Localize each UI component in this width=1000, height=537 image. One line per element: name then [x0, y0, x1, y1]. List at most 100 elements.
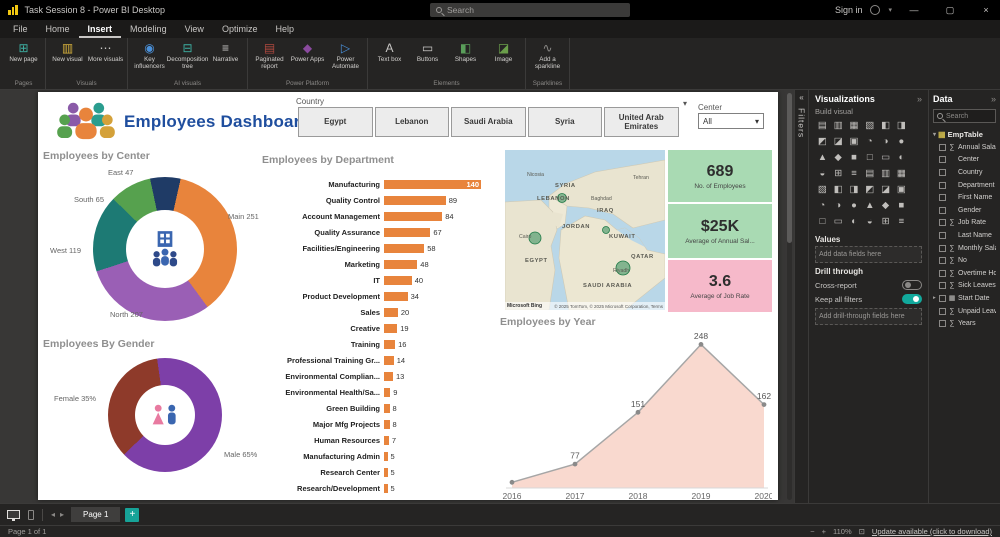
field-checkbox[interactable]: [939, 244, 946, 252]
field-checkbox[interactable]: [939, 194, 946, 202]
dept-bar-row[interactable]: Product Development 34: [262, 288, 500, 304]
dept-bar-row[interactable]: Research Center 5: [262, 464, 500, 480]
field-start-date[interactable]: ▸ ▦ Start Date: [933, 292, 996, 305]
field-department[interactable]: Department: [933, 179, 996, 192]
department-bar-chart[interactable]: Manufacturing 140 Quality Control 89 Account…: [262, 176, 500, 496]
sign-in-link[interactable]: Sign in: [834, 5, 863, 15]
maximize-button[interactable]: ▢: [945, 4, 955, 15]
get-more-visuals-icon[interactable]: ⊞: [881, 216, 890, 227]
update-link[interactable]: Update available (click to download): [871, 527, 992, 536]
field-last-name[interactable]: Last Name: [933, 229, 996, 242]
menu-optimize[interactable]: Optimize: [221, 24, 258, 34]
expand-icon[interactable]: ▸: [933, 295, 936, 302]
field-checkbox[interactable]: [939, 219, 946, 227]
field-sick-leaves[interactable]: ∑ Sick Leaves: [933, 280, 996, 293]
ribbon-button-new-page[interactable]: ⊞ New page: [9, 41, 38, 63]
bar[interactable]: [384, 211, 443, 221]
field-no[interactable]: ∑ No: [933, 254, 996, 267]
minimize-button[interactable]: —: [909, 5, 919, 15]
line-and-clustered-column-chart-icon[interactable]: ◑: [882, 136, 889, 147]
bar[interactable]: [384, 227, 431, 237]
bar[interactable]: [384, 403, 390, 413]
ribbon-button-image[interactable]: ◪ Image: [494, 41, 513, 63]
kpi-card-employees[interactable]: 689 No. of Employees: [668, 150, 772, 202]
dept-bar-row[interactable]: Research/Development 5: [262, 480, 500, 496]
chevron-down-icon[interactable]: ▾: [683, 99, 688, 108]
field-checkbox[interactable]: [939, 294, 946, 302]
dept-bar-row[interactable]: Manufacturing Admin 5: [262, 448, 500, 464]
field-unpaid-leaves[interactable]: ∑Unpaid Leaves: [933, 305, 996, 318]
dept-bar-row[interactable]: Account Management 84: [262, 208, 500, 224]
donut-chart-icon[interactable]: ▭: [881, 152, 891, 163]
line-and-stacked-column-chart-icon[interactable]: ◔: [866, 136, 873, 147]
country-button-united-arab-emirates[interactable]: United Arab Emirates: [604, 107, 679, 137]
field-center[interactable]: Center: [933, 154, 996, 167]
mobile-view-icon[interactable]: [28, 509, 34, 520]
dept-bar-row[interactable]: Environmental Health/Sa... 9: [262, 384, 500, 400]
line-chart-icon[interactable]: ◩: [817, 136, 827, 147]
canvas-scrollbar[interactable]: [787, 93, 792, 500]
field-checkbox[interactable]: [939, 143, 946, 151]
ribbon-button-add-a-sparkline[interactable]: ∿ Add a sparkline: [534, 41, 561, 71]
matrix-icon[interactable]: ◪: [881, 184, 891, 195]
field-annual-salary[interactable]: ∑Annual Salary: [933, 141, 996, 154]
fit-to-page-icon[interactable]: ⊡: [858, 527, 865, 536]
azure-map-icon[interactable]: ▤: [865, 168, 875, 179]
field-checkbox[interactable]: [939, 257, 946, 265]
desktop-view-icon[interactable]: [7, 510, 20, 521]
bar[interactable]: [384, 419, 390, 429]
bar[interactable]: [384, 483, 388, 493]
python-visual-icon[interactable]: ◔: [819, 200, 826, 211]
bar[interactable]: [384, 307, 398, 317]
ribbon-button-new-visual[interactable]: ▥ New visual: [52, 41, 83, 63]
qna-visual-icon[interactable]: ▲: [865, 200, 875, 211]
kpi-icon[interactable]: ◧: [833, 184, 843, 195]
dept-bar-row[interactable]: Manufacturing 140: [262, 176, 500, 192]
field-checkbox[interactable]: [939, 156, 946, 164]
gender-donut-chart[interactable]: [108, 358, 222, 472]
stacked-area-chart-icon[interactable]: ▣: [849, 136, 859, 147]
field-checkbox[interactable]: [939, 181, 946, 189]
field-country[interactable]: Country: [933, 166, 996, 179]
country-button-saudi-arabia[interactable]: Saudi Arabia: [451, 107, 526, 137]
cross-report-toggle[interactable]: [902, 280, 922, 290]
smart-narrative-icon[interactable]: ◆: [881, 200, 890, 211]
bar[interactable]: [384, 323, 398, 333]
field-overtime-hours[interactable]: ∑Overtime Hours: [933, 267, 996, 280]
add-drill-fields-dropzone[interactable]: Add drill-through fields here: [815, 308, 922, 325]
ribbon-button-paginated-report[interactable]: ▤ Paginated report: [255, 41, 284, 71]
dept-bar-row[interactable]: Human Resources 7: [262, 432, 500, 448]
ribbon-button-power-apps[interactable]: ◆ Power Apps: [290, 41, 325, 63]
field-checkbox[interactable]: [939, 231, 946, 239]
menu-view[interactable]: View: [184, 24, 204, 34]
table-emptable[interactable]: ▾ ▦ EmpTable: [933, 130, 983, 139]
field-checkbox[interactable]: [939, 168, 946, 176]
data-search-input[interactable]: Search: [933, 109, 996, 123]
power-automate-visual-icon[interactable]: ◒: [866, 216, 873, 227]
global-search-input[interactable]: Search: [430, 3, 630, 17]
slicer-icon[interactable]: ◨: [849, 184, 859, 195]
dept-bar-row[interactable]: Professional Training Gr... 14: [262, 352, 500, 368]
collapse-icon[interactable]: »: [990, 94, 996, 104]
dept-bar-row[interactable]: Creative 19: [262, 320, 500, 336]
new-page-button[interactable]: +: [125, 507, 140, 522]
dept-bar-row[interactable]: Quality Control 89: [262, 192, 500, 208]
stacked-bar-chart-icon[interactable]: ▤: [817, 120, 827, 131]
r-script-visual-icon[interactable]: ▣: [896, 184, 906, 195]
kpi-card-annual-salary[interactable]: $25K Average of Annual Sal...: [668, 204, 772, 258]
power-apps-visual-icon[interactable]: ◐: [851, 216, 857, 227]
chevron-down-icon[interactable]: ▾: [888, 7, 892, 14]
map-icon[interactable]: ◒: [819, 168, 826, 179]
field-monthly-salary[interactable]: ∑Monthly Salary: [933, 242, 996, 255]
menu-home[interactable]: Home: [45, 24, 70, 34]
ribbon-button-buttons[interactable]: ▭ Buttons: [416, 41, 439, 63]
dept-bar-row[interactable]: Environmental Complian... 13: [262, 368, 500, 384]
gauge-icon[interactable]: ▥: [881, 168, 891, 179]
menu-modeling[interactable]: Modeling: [130, 24, 167, 34]
bar[interactable]: [384, 387, 391, 397]
scatter-chart-icon[interactable]: ■: [851, 152, 857, 163]
field-job-rate[interactable]: ∑ Job Rate: [933, 217, 996, 230]
dept-bar-row[interactable]: Green Building 8: [262, 400, 500, 416]
treemap-icon[interactable]: ◐: [898, 152, 905, 163]
country-button-lebanon[interactable]: Lebanon: [374, 107, 449, 137]
